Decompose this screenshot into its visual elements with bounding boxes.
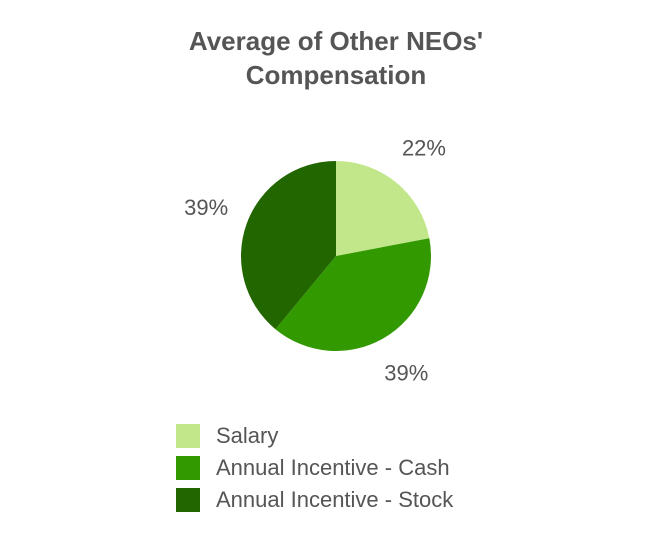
pie-slice: [241, 161, 336, 330]
legend-swatch: [176, 456, 200, 480]
legend-label: Salary: [216, 423, 278, 448]
legend-swatch: [176, 488, 200, 512]
data-label: 22%: [402, 135, 446, 160]
legend-label: Annual Incentive - Cash: [216, 455, 450, 480]
pie-slice: [275, 238, 431, 351]
legend-swatch: [176, 424, 200, 448]
legend-label: Annual Incentive - Stock: [216, 487, 454, 512]
data-label: 39%: [184, 195, 228, 220]
data-label: 39%: [384, 361, 428, 386]
chart-title: Average of Other NEOs' Compensation: [188, 26, 484, 90]
pie-slice: [336, 161, 430, 256]
